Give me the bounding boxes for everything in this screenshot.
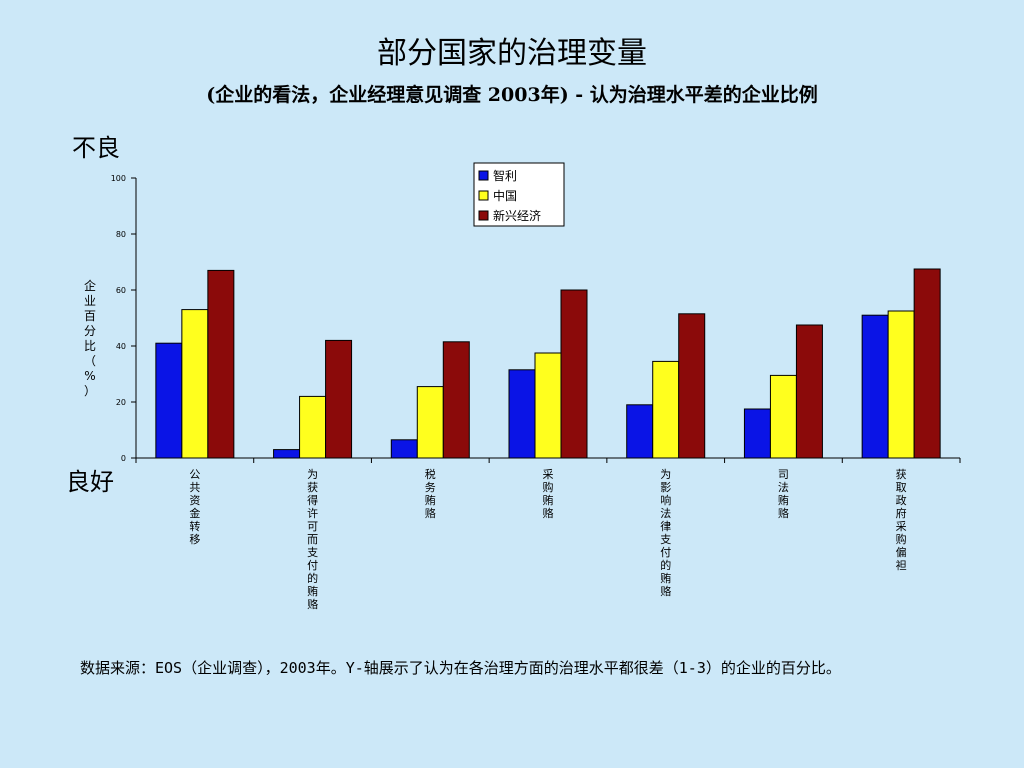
legend-box bbox=[473, 162, 565, 227]
bar-2 bbox=[416, 386, 444, 459]
bar-2 bbox=[299, 395, 327, 459]
annotation-bad: 不良 bbox=[72, 134, 120, 162]
source-note: 数据来源：EOS（企业调查），2003年。Y-轴展示了认为在各治理方面的治理水平… bbox=[80, 659, 841, 677]
bar-3 bbox=[560, 289, 588, 459]
bar-3 bbox=[913, 268, 941, 459]
bar-3 bbox=[678, 313, 706, 459]
bar-2 bbox=[652, 360, 680, 459]
chart-title: 部分国家的治理变量 bbox=[377, 36, 647, 71]
legend-swatch bbox=[478, 190, 489, 201]
y-axis-label: 企业百分比（%） bbox=[84, 278, 96, 398]
bar-3 bbox=[442, 341, 470, 459]
bar-chart: 0 20 40 60 80 100 企业百分比（%） 公共资金转移 为获得许可而支付的贿赂 税务贿… bbox=[84, 162, 961, 611]
x-tick-label: 司法贿赂 bbox=[778, 468, 789, 520]
y-tick-label: 60 bbox=[116, 286, 126, 295]
x-tick-label: 公共资金转移 bbox=[189, 468, 200, 546]
y-tick-label: 40 bbox=[116, 342, 126, 351]
bar-1 bbox=[861, 314, 889, 459]
legend-swatch bbox=[478, 170, 489, 181]
bar-2 bbox=[181, 309, 209, 459]
x-tick-label: 为获得许可而支付的贿赂 bbox=[307, 468, 318, 611]
bar-1 bbox=[743, 408, 771, 459]
x-tick-label: 为影响法律支付的贿赂 bbox=[660, 468, 671, 598]
x-tick-label: 税务贿赂 bbox=[425, 467, 436, 520]
y-tick-label: 80 bbox=[116, 230, 126, 239]
y-tick-label: 0 bbox=[121, 454, 126, 463]
bar-2 bbox=[534, 352, 562, 459]
x-tick-label: 采购贿赂 bbox=[543, 468, 554, 520]
bar-3 bbox=[795, 324, 823, 459]
annotation-good: 良好 bbox=[66, 468, 114, 496]
bar-1 bbox=[273, 449, 301, 459]
bar-1 bbox=[508, 369, 536, 459]
legend-label: 智利 bbox=[493, 168, 517, 183]
y-tick-label: 20 bbox=[116, 398, 126, 407]
bar-2 bbox=[769, 374, 797, 459]
bar-1 bbox=[155, 342, 183, 459]
legend-label: 中国 bbox=[493, 188, 517, 203]
y-tick-label: 100 bbox=[111, 174, 126, 183]
bar-3 bbox=[325, 339, 353, 459]
legend-swatch bbox=[478, 210, 489, 221]
bar-3 bbox=[207, 269, 235, 459]
legend-label: 新兴经济 bbox=[493, 208, 541, 223]
bar-2 bbox=[887, 310, 915, 459]
bar-1 bbox=[626, 404, 654, 459]
x-tick-label: 获取政府采购偏袒 bbox=[896, 468, 907, 572]
bar-1 bbox=[390, 439, 418, 459]
chart-subtitle: (企业的看法，企业经理意见调查 2003年) - 认为治理水平差的企业比例 bbox=[206, 84, 818, 106]
